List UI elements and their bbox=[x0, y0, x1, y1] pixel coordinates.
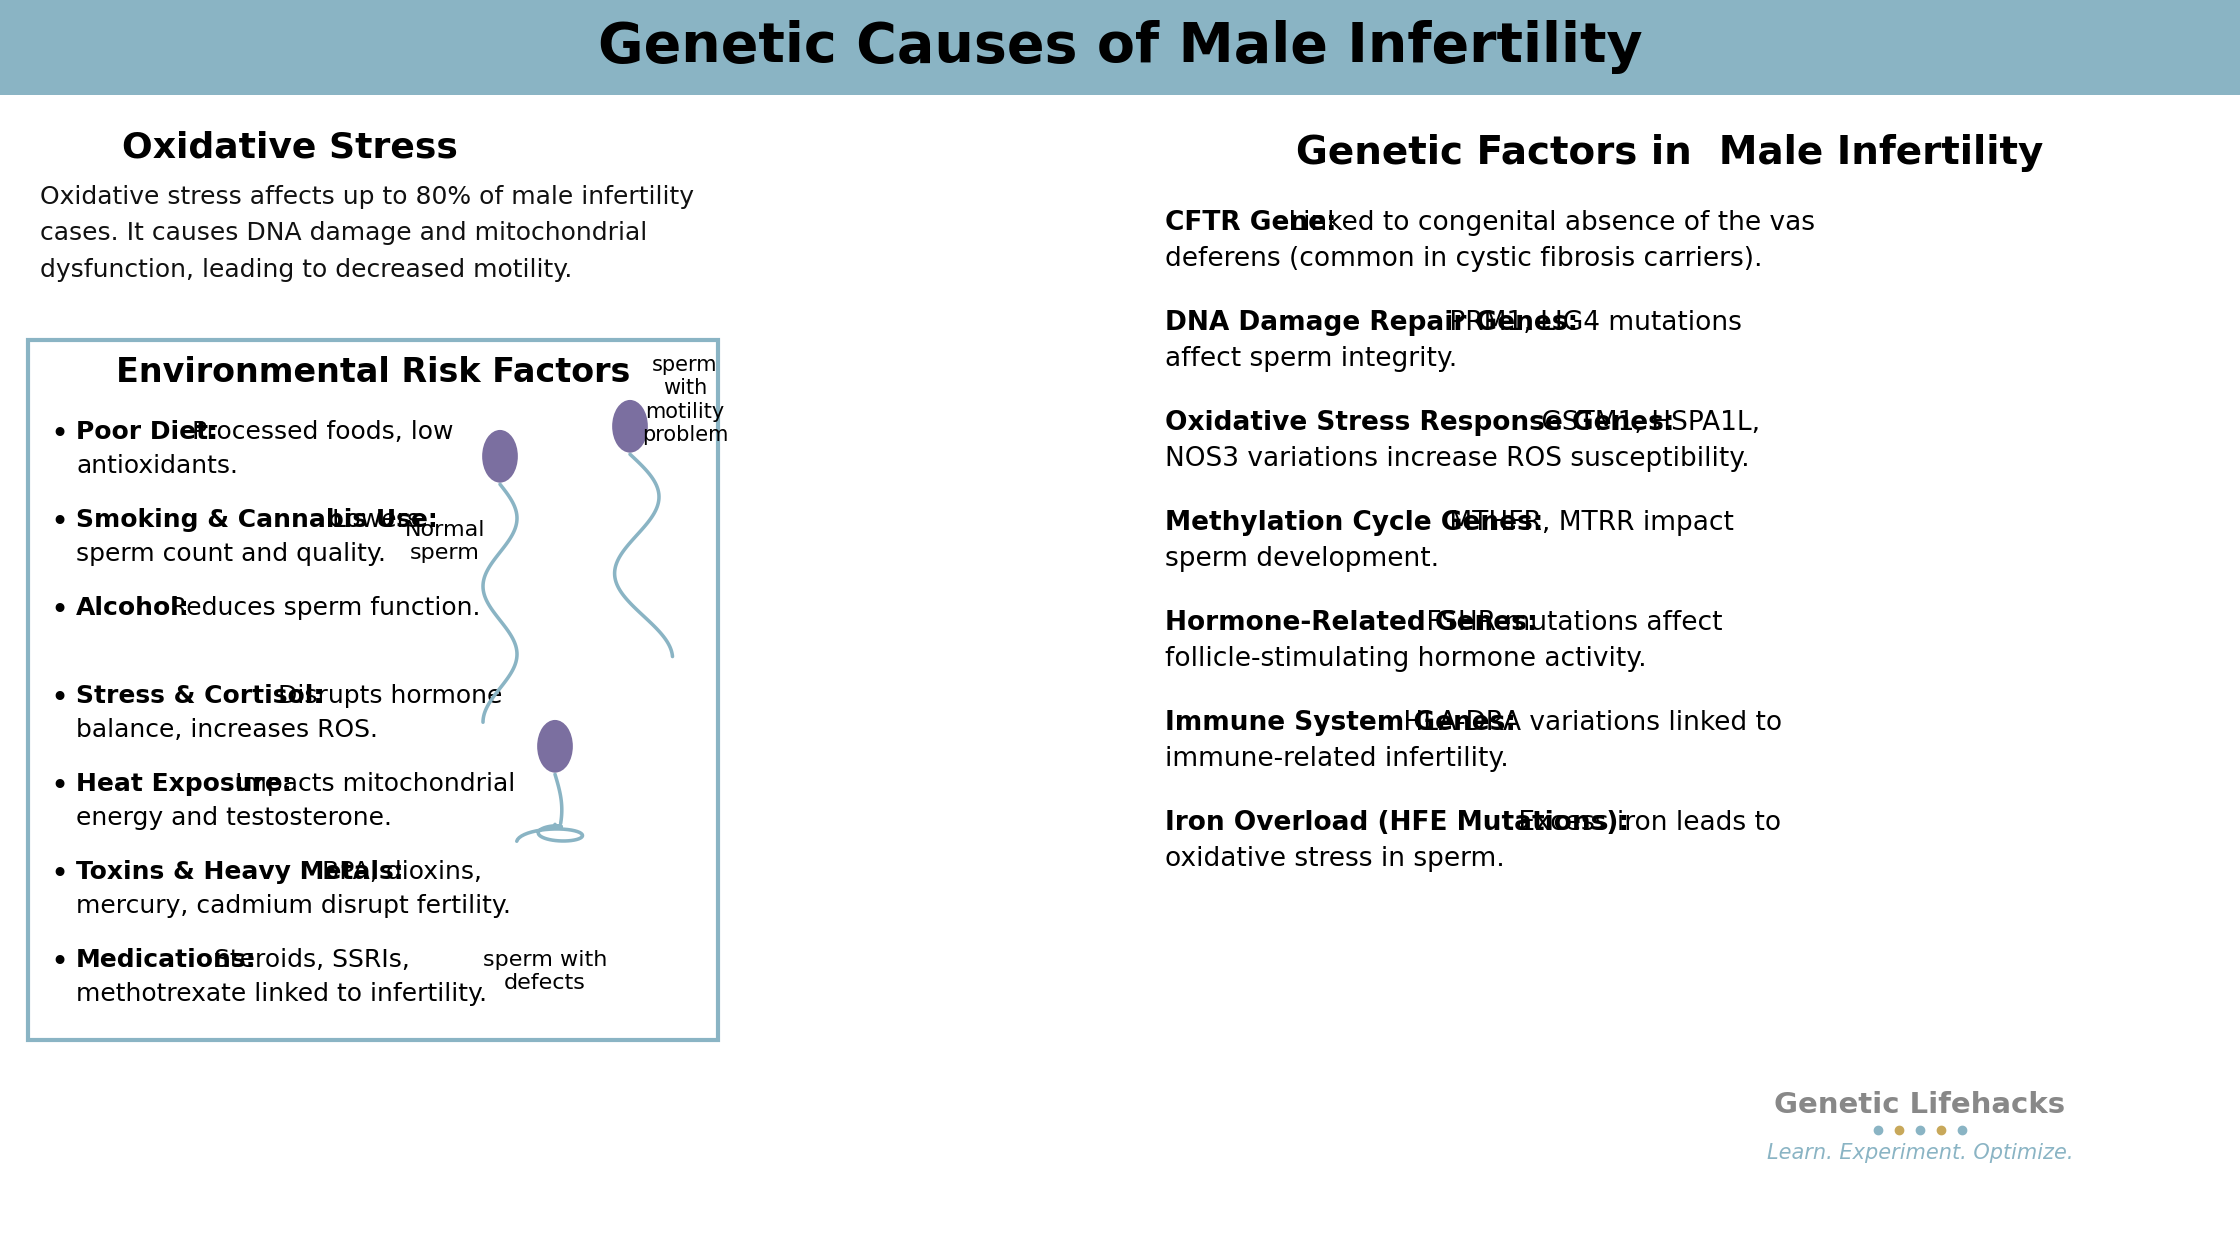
Text: energy and testosterone.: energy and testosterone. bbox=[76, 806, 392, 830]
Text: Oxidative Stress: Oxidative Stress bbox=[121, 130, 457, 164]
Text: Heat Exposure:: Heat Exposure: bbox=[76, 772, 291, 796]
Text: Steroids, SSRIs,: Steroids, SSRIs, bbox=[206, 948, 410, 971]
Text: sperm
with
motility
problem: sperm with motility problem bbox=[643, 355, 728, 445]
Text: HLA-DRA variations linked to: HLA-DRA variations linked to bbox=[1396, 709, 1783, 736]
Text: Reduces sperm function.: Reduces sperm function. bbox=[161, 596, 482, 620]
Text: mercury, cadmium disrupt fertility.: mercury, cadmium disrupt fertility. bbox=[76, 895, 511, 919]
Text: Lowers: Lowers bbox=[325, 508, 421, 532]
Text: Excess iron leads to: Excess iron leads to bbox=[1510, 810, 1781, 835]
Text: •: • bbox=[49, 861, 67, 890]
Text: DNA Damage Repair Genes:: DNA Damage Repair Genes: bbox=[1165, 310, 1579, 336]
Text: affect sperm integrity.: affect sperm integrity. bbox=[1165, 346, 1458, 372]
Ellipse shape bbox=[482, 430, 517, 483]
FancyBboxPatch shape bbox=[0, 0, 2240, 94]
Text: Oxidative stress affects up to 80% of male infertility
cases. It causes DNA dama: Oxidative stress affects up to 80% of ma… bbox=[40, 185, 694, 282]
Text: antioxidants.: antioxidants. bbox=[76, 454, 237, 478]
Text: •: • bbox=[49, 508, 67, 537]
Text: Normal
sperm: Normal sperm bbox=[405, 520, 486, 563]
Text: Environmental Risk Factors: Environmental Risk Factors bbox=[116, 355, 629, 388]
Text: balance, increases ROS.: balance, increases ROS. bbox=[76, 718, 379, 742]
Text: Iron Overload (HFE Mutations):: Iron Overload (HFE Mutations): bbox=[1165, 810, 1628, 835]
Text: Processed foods, low: Processed foods, low bbox=[184, 420, 452, 444]
Ellipse shape bbox=[538, 719, 573, 772]
Text: CFTR Gene:: CFTR Gene: bbox=[1165, 210, 1337, 236]
Text: deferens (common in cystic fibrosis carriers).: deferens (common in cystic fibrosis carr… bbox=[1165, 246, 1763, 272]
Text: Oxidative Stress Response Genes:: Oxidative Stress Response Genes: bbox=[1165, 410, 1676, 436]
Text: NOS3 variations increase ROS susceptibility.: NOS3 variations increase ROS susceptibil… bbox=[1165, 446, 1749, 472]
Text: Stress & Cortisol:: Stress & Cortisol: bbox=[76, 684, 323, 708]
Text: PRM1, LIG4 mutations: PRM1, LIG4 mutations bbox=[1440, 310, 1743, 336]
Text: follicle-stimulating hormone activity.: follicle-stimulating hormone activity. bbox=[1165, 646, 1646, 672]
Text: GSTM1, HSPA1L,: GSTM1, HSPA1L, bbox=[1532, 410, 1761, 436]
Text: sperm with
defects: sperm with defects bbox=[484, 950, 607, 993]
Text: immune-related infertility.: immune-related infertility. bbox=[1165, 746, 1510, 772]
Text: sperm development.: sperm development. bbox=[1165, 546, 1438, 572]
FancyBboxPatch shape bbox=[27, 340, 719, 1040]
Text: Genetic Factors in  Male Infertility: Genetic Factors in Male Infertility bbox=[1297, 134, 2043, 173]
Text: Learn. Experiment. Optimize.: Learn. Experiment. Optimize. bbox=[1767, 1143, 2074, 1163]
Text: methotrexate linked to infertility.: methotrexate linked to infertility. bbox=[76, 982, 486, 1005]
Text: Methylation Cycle Genes:: Methylation Cycle Genes: bbox=[1165, 510, 1543, 536]
Text: Disrupts hormone: Disrupts hormone bbox=[271, 684, 502, 708]
Text: Linked to congenital absence of the vas: Linked to congenital absence of the vas bbox=[1279, 210, 1814, 236]
Text: •: • bbox=[49, 684, 67, 713]
Text: Genetic Causes of Male Infertility: Genetic Causes of Male Infertility bbox=[598, 20, 1642, 74]
Text: Hormone-Related Genes:: Hormone-Related Genes: bbox=[1165, 610, 1537, 636]
Text: Impacts mitochondrial: Impacts mitochondrial bbox=[226, 772, 515, 796]
Text: MTHFR, MTRR impact: MTHFR, MTRR impact bbox=[1440, 510, 1734, 536]
Text: Poor Diet:: Poor Diet: bbox=[76, 420, 217, 444]
Text: Immune System Genes:: Immune System Genes: bbox=[1165, 709, 1516, 736]
Text: Medications:: Medications: bbox=[76, 948, 258, 971]
Text: oxidative stress in sperm.: oxidative stress in sperm. bbox=[1165, 845, 1505, 872]
Text: •: • bbox=[49, 772, 67, 801]
Text: •: • bbox=[49, 420, 67, 449]
Ellipse shape bbox=[612, 399, 647, 452]
Text: BPA, dioxins,: BPA, dioxins, bbox=[314, 861, 482, 885]
Text: •: • bbox=[49, 596, 67, 625]
Text: Alcohol:: Alcohol: bbox=[76, 596, 190, 620]
Text: •: • bbox=[49, 948, 67, 976]
Text: Smoking & Cannabis Use:: Smoking & Cannabis Use: bbox=[76, 508, 437, 532]
Text: Toxins & Heavy Metals:: Toxins & Heavy Metals: bbox=[76, 861, 403, 885]
Text: Genetic Lifehacks: Genetic Lifehacks bbox=[1774, 1091, 2065, 1119]
Text: sperm count and quality.: sperm count and quality. bbox=[76, 542, 385, 566]
Text: FSHR mutations affect: FSHR mutations affect bbox=[1418, 610, 1723, 636]
